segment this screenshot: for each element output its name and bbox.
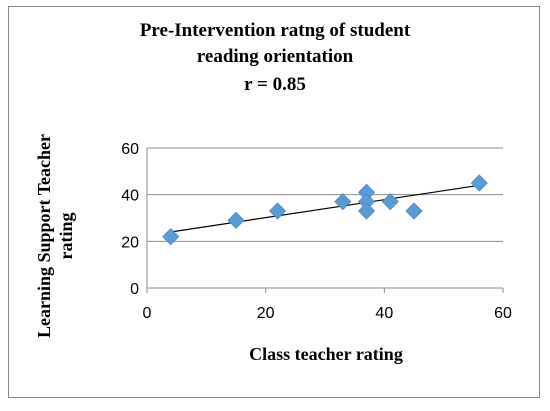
data-point — [381, 193, 399, 211]
y-axis-title-line-1: Learning Support Teacher — [34, 134, 54, 338]
y-axis-title-line-2: rating — [56, 213, 76, 260]
y-tick-label: 40 — [121, 188, 139, 205]
data-point — [227, 211, 245, 229]
data-point — [334, 193, 352, 211]
chart-title-r-value: r = 0.85 — [244, 74, 306, 95]
x-tick-label: 20 — [257, 305, 275, 322]
y-tick-label: 60 — [121, 141, 139, 158]
chart-frame — [8, 6, 540, 398]
x-tick-label: 40 — [375, 305, 393, 322]
x-tick-label: 0 — [143, 305, 152, 322]
x-axis-title: Class teacher rating — [249, 344, 403, 364]
trendline — [170, 184, 480, 233]
data-point — [470, 174, 488, 192]
data-point — [405, 202, 423, 220]
y-tick-label: 20 — [121, 234, 139, 251]
data-point — [357, 202, 376, 220]
y-tick-label: 0 — [130, 281, 139, 298]
chart-title-line-2: reading orientation — [196, 46, 354, 67]
x-tick-label: 60 — [494, 305, 512, 322]
chart-title-line-1: Pre-Intervention ratng of student — [139, 20, 411, 41]
data-point — [162, 228, 180, 246]
data-point — [268, 202, 287, 220]
